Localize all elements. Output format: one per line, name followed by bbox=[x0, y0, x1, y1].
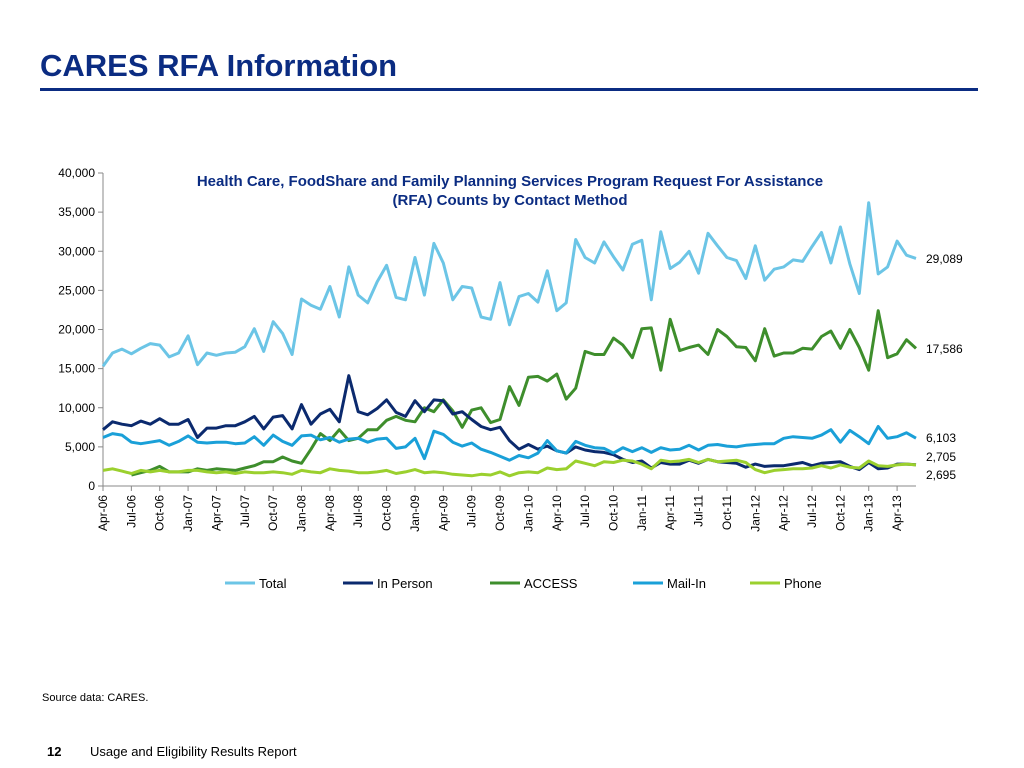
y-tick-label: 15,000 bbox=[58, 362, 95, 376]
legend-label-phone: Phone bbox=[784, 576, 822, 591]
x-axis: Apr-06 Jul-06 Oct-06 Jan-07 Apr-07 Jul-07 Oct-… bbox=[96, 485, 916, 532]
footer-text: Usage and Eligibility Results Report bbox=[90, 744, 297, 759]
source-note: Source data: CARES. bbox=[42, 692, 149, 704]
x-tick-label: Apr-09 bbox=[436, 495, 450, 531]
y-tick-label: 0 bbox=[88, 479, 95, 493]
slide-title: CARES RFA Information bbox=[40, 48, 398, 83]
y-tick-label: 5,000 bbox=[65, 440, 95, 454]
x-tick-label: Apr-06 bbox=[96, 495, 110, 531]
x-tick-label: Apr-10 bbox=[550, 495, 564, 531]
x-tick-label: Apr-11 bbox=[663, 495, 677, 530]
y-tick-label: 25,000 bbox=[58, 283, 95, 297]
x-tick-label: Oct-08 bbox=[380, 495, 394, 531]
x-tick-label: Jan-07 bbox=[181, 495, 195, 532]
series-line-in-person bbox=[102, 374, 917, 472]
x-tick-label: Oct-12 bbox=[833, 495, 847, 531]
y-tick-label: 10,000 bbox=[58, 401, 95, 415]
page-number: 12 bbox=[47, 744, 62, 759]
x-tick-label: Jul-11 bbox=[692, 495, 706, 527]
series-line-mail-in bbox=[102, 425, 917, 462]
x-tick-label: Jan-10 bbox=[521, 495, 535, 532]
end-label-in-person: 2,705 bbox=[926, 450, 956, 464]
x-tick-label: Jul-10 bbox=[578, 495, 592, 528]
x-tick-label: Oct-09 bbox=[493, 495, 507, 531]
x-tick-label: Jan-12 bbox=[748, 495, 762, 532]
y-tick-label: 35,000 bbox=[58, 205, 95, 219]
y-axis: 0 5,000 10,000 15,000 20,000 25,000 30,000 35,0… bbox=[58, 166, 104, 493]
y-tick-label: 20,000 bbox=[58, 323, 95, 337]
series-lines bbox=[101, 201, 918, 478]
x-tick-label: Oct-07 bbox=[266, 495, 280, 531]
chart-legend: Total In Person ACCESS Mail-In Phone bbox=[225, 576, 822, 591]
series-line-access bbox=[131, 309, 918, 477]
x-tick-label: Apr-13 bbox=[890, 495, 904, 531]
x-tick-label: Jan-13 bbox=[862, 495, 876, 532]
x-tick-label: Jul-08 bbox=[351, 495, 365, 528]
chart-title-line-2: (RFA) Counts by Contact Method bbox=[392, 192, 628, 209]
x-tick-label: Jul-09 bbox=[465, 495, 479, 528]
x-tick-label: Oct-11 bbox=[720, 495, 734, 530]
x-tick-label: Jul-07 bbox=[238, 495, 252, 528]
legend-label-mail-in: Mail-In bbox=[667, 576, 706, 591]
x-tick-label: Apr-12 bbox=[777, 495, 791, 531]
y-tick-label: 30,000 bbox=[58, 244, 95, 258]
x-tick-label: Jan-11 bbox=[635, 495, 649, 531]
end-label-phone: 2,695 bbox=[926, 468, 956, 482]
series-line-total bbox=[101, 201, 917, 368]
end-label-access: 17,586 bbox=[926, 342, 963, 356]
title-underline bbox=[40, 88, 978, 91]
x-tick-label: Jan-08 bbox=[295, 495, 309, 532]
end-label-mail-in: 6,103 bbox=[926, 431, 956, 445]
y-tick-label: 40,000 bbox=[58, 166, 95, 180]
x-tick-label: Oct-06 bbox=[153, 495, 167, 531]
series-line-phone bbox=[102, 457, 917, 478]
x-tick-label: Apr-07 bbox=[209, 495, 223, 531]
legend-label-total: Total bbox=[259, 576, 287, 591]
chart-title-line-1: Health Care, FoodShare and Family Planni… bbox=[196, 173, 824, 190]
legend-label-access: ACCESS bbox=[524, 576, 578, 591]
x-tick-label: Jul-06 bbox=[124, 495, 138, 528]
x-tick-label: Jul-12 bbox=[805, 495, 819, 528]
legend-label-in-person: In Person bbox=[377, 576, 433, 591]
end-label-total: 29,089 bbox=[926, 252, 963, 266]
x-tick-label: Oct-10 bbox=[606, 495, 620, 531]
x-tick-label: Jan-09 bbox=[408, 495, 422, 532]
series-end-labels: 29,089 2,705 17,586 6,103 2,695 bbox=[926, 252, 963, 482]
chart-title: Health Care, FoodShare and Family Planni… bbox=[140, 172, 880, 210]
x-tick-label: Apr-08 bbox=[323, 495, 337, 531]
